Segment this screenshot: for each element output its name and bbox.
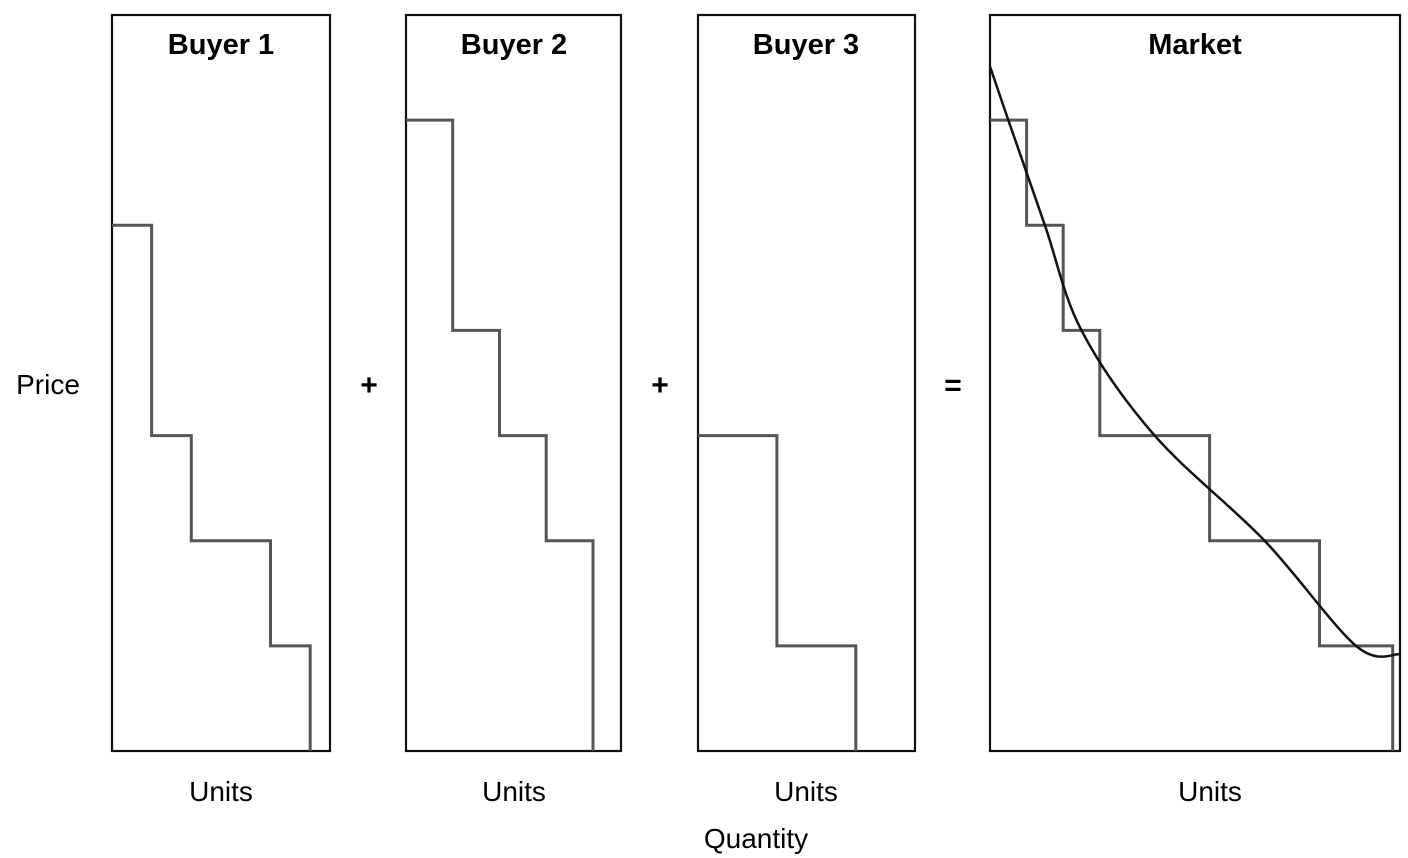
plus-operator-2: + <box>651 369 669 402</box>
equals-operator: = <box>944 369 962 402</box>
panel-market-demand-steps <box>990 118 1395 751</box>
panel-market-units-label: Units <box>1178 776 1242 807</box>
panel-buyer-3-title: Buyer 3 <box>753 29 859 61</box>
panel-buyer-2-frame <box>404 13 623 753</box>
panel-buyer-1-frame <box>110 13 332 753</box>
panel-buyer-3-demand-steps <box>698 434 858 751</box>
panel-buyer-1: Buyer 1 Units <box>110 13 332 807</box>
panel-buyer-1-title: Buyer 1 <box>168 29 274 61</box>
panel-buyer-3-frame <box>696 13 917 753</box>
panel-market: Market Units <box>988 13 1402 807</box>
panel-market-title: Market <box>1148 29 1242 61</box>
panel-buyer-1-units-label: Units <box>189 776 253 807</box>
market-demand-curve <box>988 66 1401 658</box>
panel-buyer-2-title: Buyer 2 <box>461 29 567 61</box>
panel-market-frame <box>988 13 1402 753</box>
quantity-axis-label: Quantity <box>704 823 808 854</box>
price-axis-label: Price <box>16 369 80 400</box>
panel-buyer-2-units-label: Units <box>482 776 546 807</box>
plus-operator-1: + <box>360 369 378 402</box>
panel-buyer-2-demand-steps <box>406 118 595 751</box>
panel-buyer-1-demand-steps <box>112 223 312 751</box>
panel-buyer-3-units-label: Units <box>774 776 838 807</box>
panel-buyer-2: Buyer 2 Units <box>404 13 623 807</box>
panel-buyer-3: Buyer 3 Units <box>696 13 917 807</box>
